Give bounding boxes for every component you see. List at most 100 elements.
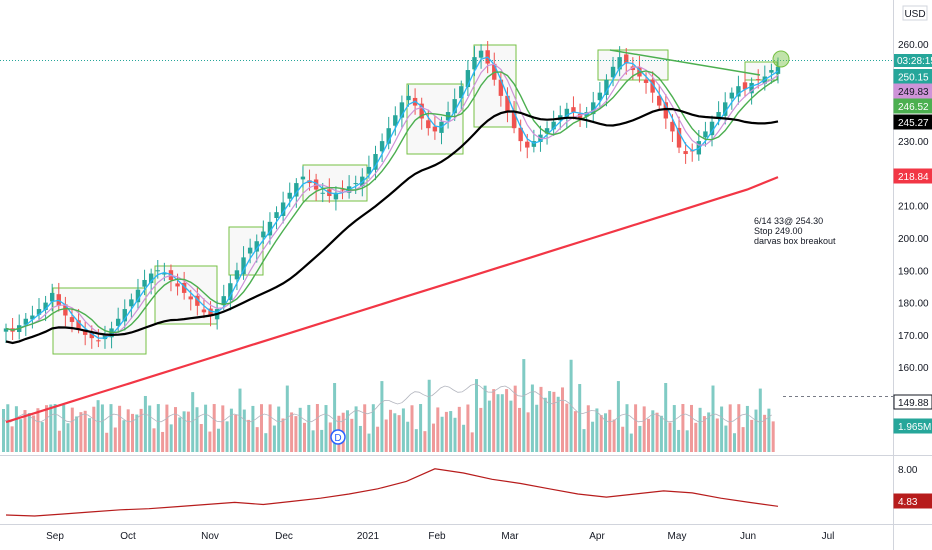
time-axis[interactable]: Sep Oct Nov Dec 2021 Feb Mar Apr May Jun Jul — [46, 531, 834, 542]
time-tick-label: 2021 — [357, 531, 380, 542]
volume-bar — [604, 413, 607, 452]
volume-bar — [118, 405, 122, 452]
volume-bar — [290, 412, 294, 452]
time-tick-label: Nov — [201, 531, 219, 542]
volume-bar — [436, 407, 440, 452]
volume-bar — [608, 409, 612, 452]
volume-bar — [715, 418, 719, 452]
time-tick-label: Dec — [275, 531, 293, 542]
candle-body — [525, 141, 530, 148]
volume-bar — [595, 408, 599, 452]
price-tags: 250.15 249.83 246.52 245.27 218.84 149.88 1.96… — [893, 54, 932, 509]
volume-bar — [242, 409, 246, 452]
price-tag-box — [893, 83, 932, 99]
candle-body — [709, 121, 715, 136]
volume-bar — [40, 422, 44, 452]
volume-bar — [690, 404, 693, 452]
volume-bar — [122, 420, 126, 452]
trendline — [609, 49, 761, 76]
volume-bar — [634, 404, 638, 452]
candle-body — [142, 279, 147, 287]
volume-bar — [53, 404, 57, 452]
indicator-polyline — [5, 468, 779, 517]
candle-body — [769, 70, 774, 73]
ma-fast-line — [5, 56, 779, 339]
volume-bar — [380, 381, 384, 452]
volume-bar — [419, 404, 423, 452]
volume-bar — [449, 411, 453, 452]
volume-bar — [479, 407, 483, 452]
volume-bar — [255, 427, 259, 452]
candle-body — [571, 107, 576, 113]
dividend-marker-label[interactable]: D — [334, 433, 341, 444]
volume-bar — [105, 432, 109, 452]
volume-bar — [720, 406, 724, 452]
candle-body — [43, 302, 48, 311]
candle-body — [63, 304, 68, 316]
breakout-highlight-icon — [772, 50, 790, 68]
volume-bar — [96, 400, 100, 452]
darvas-boxes — [52, 44, 778, 355]
candle-body — [287, 192, 292, 199]
volume-bar — [466, 404, 470, 452]
volume-bar — [367, 433, 371, 452]
volume-bar — [496, 394, 500, 452]
volume-bar — [509, 400, 513, 452]
volume-bar — [186, 411, 190, 452]
candle-body — [610, 66, 616, 78]
price-tick-label: 170.00 — [898, 331, 929, 342]
volume-bar — [487, 400, 491, 452]
candle-body — [729, 92, 735, 99]
candle-body — [300, 176, 306, 180]
indicator-tick-label: 8.00 — [898, 465, 918, 476]
price-tick-label: 200.00 — [898, 234, 929, 245]
volume-ma-line — [1, 383, 772, 423]
price-tag-label: 246.52 — [898, 102, 929, 113]
volume-bar — [586, 405, 590, 452]
volume-bar — [432, 423, 435, 452]
candle-body — [340, 189, 345, 191]
volume-bar — [238, 388, 242, 452]
volume-bar — [315, 404, 319, 452]
volume-bar — [221, 405, 225, 452]
volume-bar — [333, 383, 337, 452]
volume-bar — [92, 406, 96, 452]
volume-bar — [698, 407, 702, 452]
volume-bar — [225, 421, 229, 452]
volume-bar — [621, 426, 625, 452]
candle-body — [333, 192, 339, 200]
indicator-pane[interactable] — [0, 457, 893, 524]
volume-bar — [763, 414, 767, 452]
volume-bar — [320, 429, 324, 452]
volume-bar — [702, 416, 706, 452]
candle-body — [676, 127, 682, 148]
price-tag-label: 249.83 — [898, 87, 929, 98]
candle-body — [102, 334, 108, 340]
volume-bar — [492, 389, 496, 452]
volume-bar — [113, 427, 117, 452]
volume-bar — [264, 433, 268, 452]
candle-body — [36, 309, 42, 315]
candle-body — [683, 151, 688, 155]
dividend-marker-icon[interactable] — [330, 429, 346, 445]
candle-body — [162, 273, 167, 275]
volume-bar — [358, 425, 362, 452]
volume-bar — [427, 379, 431, 452]
indicator-axis[interactable]: 8.00 — [898, 465, 918, 476]
volume-bar — [397, 415, 401, 452]
ma-slow-line — [5, 70, 779, 334]
candle-body — [505, 95, 510, 113]
volume-bar — [440, 416, 444, 452]
currency-label[interactable]: USD — [904, 9, 925, 20]
volume-bar — [251, 405, 255, 452]
candle-body — [379, 141, 385, 152]
ma-200-line — [5, 176, 779, 424]
candle-body — [3, 328, 9, 332]
volume-bar — [470, 432, 474, 452]
volume-bar — [694, 422, 698, 452]
volume-bar — [513, 385, 517, 452]
volume-bar — [552, 391, 556, 452]
candle-body — [135, 289, 141, 303]
volume-bar — [27, 413, 31, 452]
